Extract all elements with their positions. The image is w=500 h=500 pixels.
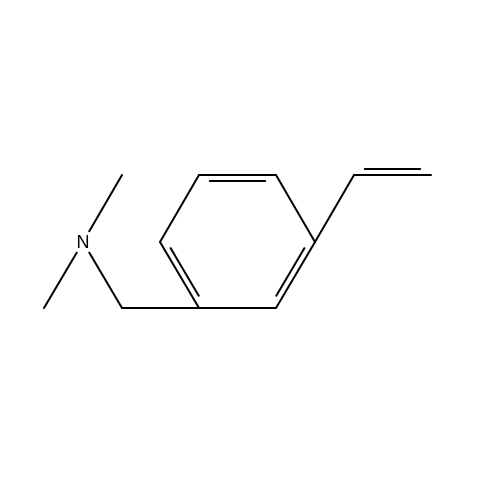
bond-line (44, 252, 77, 308)
atom-label: N (77, 232, 90, 252)
bond-line (276, 248, 304, 296)
bond-line (160, 175, 199, 242)
bond-line (89, 175, 122, 232)
bond-line (315, 175, 354, 242)
bond-line (276, 242, 315, 308)
bond-line (171, 248, 199, 296)
molecule-svg: N (0, 0, 500, 500)
bond-line (276, 175, 315, 242)
molecule-diagram-container: { "molecule": { "canvas": { "width": 500… (0, 0, 500, 500)
bond-line (160, 242, 199, 308)
bond-line (89, 252, 122, 308)
